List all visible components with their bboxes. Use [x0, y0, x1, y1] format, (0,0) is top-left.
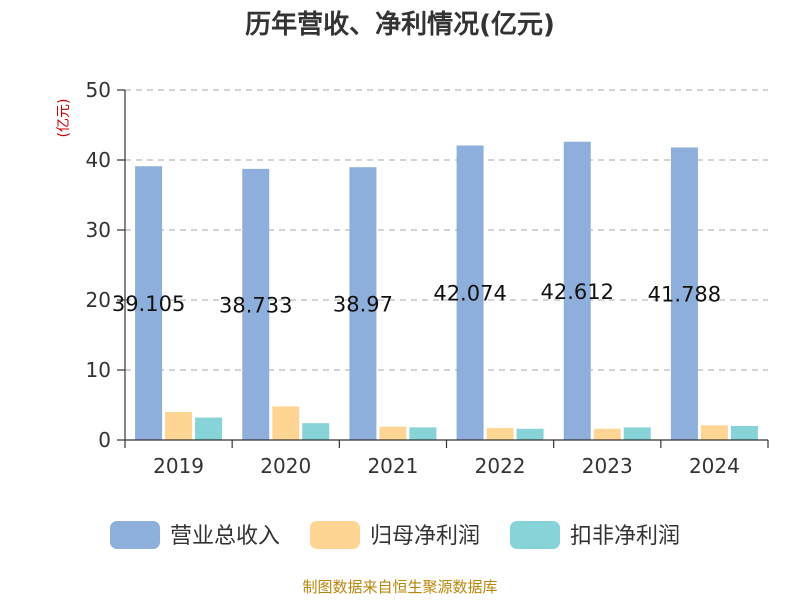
y-tick-label: 40	[86, 148, 111, 172]
y-tick-label: 50	[86, 78, 111, 102]
bar-2019-series-1	[165, 412, 193, 440]
gridlines	[125, 89, 768, 371]
legend-label-1: 归母净利润	[370, 524, 480, 549]
y-tick-label: 0	[98, 428, 111, 452]
bar-2019-series-2	[195, 417, 223, 440]
x-tick-label-2021: 2021	[367, 454, 418, 478]
y-axis-unit-label: (亿元)	[56, 99, 72, 138]
data-label-2020: 38.733	[219, 293, 292, 317]
legend-swatch-1	[310, 521, 360, 549]
data-label-2022: 42.074	[433, 282, 506, 306]
bar-2022-series-1	[486, 428, 514, 440]
y-tick-label: 30	[86, 218, 111, 242]
legend-label-2: 扣非净利润	[570, 524, 680, 549]
legend: 营业总收入 归母净利润 扣非净利润	[110, 521, 680, 549]
data-label-2021: 38.97	[333, 293, 393, 317]
data-label-2023: 42.612	[541, 280, 614, 304]
bar-2024-series-1	[700, 425, 728, 440]
bar-2023-series-1	[593, 428, 621, 440]
bar-2020-series-1	[272, 406, 300, 440]
bar-2022-series-0	[456, 145, 484, 440]
y-tick-label: 20	[86, 288, 111, 312]
legend-swatch-2	[510, 521, 560, 549]
x-tick-label-2022: 2022	[475, 454, 526, 478]
bar-2020-series-2	[302, 423, 330, 440]
x-tick-label-2023: 2023	[582, 454, 633, 478]
bar-2021-series-0	[349, 167, 377, 440]
legend-swatch-0	[110, 521, 160, 549]
bar-2022-series-2	[516, 428, 544, 440]
bar-2023-series-2	[623, 427, 651, 440]
x-tick-label-2024: 2024	[689, 454, 740, 478]
legend-label-0: 营业总收入	[170, 524, 280, 549]
source-note: 制图数据来自恒生聚源数据库	[302, 578, 497, 596]
bar-2024-series-2	[730, 426, 758, 440]
y-tick-label: 10	[86, 358, 111, 382]
data-label-2019: 39.105	[112, 292, 185, 316]
bar-2023-series-0	[563, 141, 591, 440]
x-tick-label-2019: 2019	[153, 454, 204, 478]
bars	[135, 141, 758, 440]
bar-2021-series-1	[379, 426, 407, 440]
bar-2020-series-0	[242, 168, 270, 440]
bar-2024-series-0	[670, 147, 698, 440]
bar-2021-series-2	[409, 427, 437, 440]
x-tick-label-2020: 2020	[260, 454, 311, 478]
chart-title: 历年营收、净利情况(亿元)	[245, 9, 555, 40]
axes: 0 10 20 30 40 50 2019 2020 2021 2022 2023 2024	[86, 78, 769, 478]
bar-2019-series-0	[135, 166, 163, 440]
data-label-2024: 41.788	[648, 283, 721, 307]
data-labels: 39.105 38.733 38.97 42.074 42.612 41.788	[112, 280, 721, 318]
